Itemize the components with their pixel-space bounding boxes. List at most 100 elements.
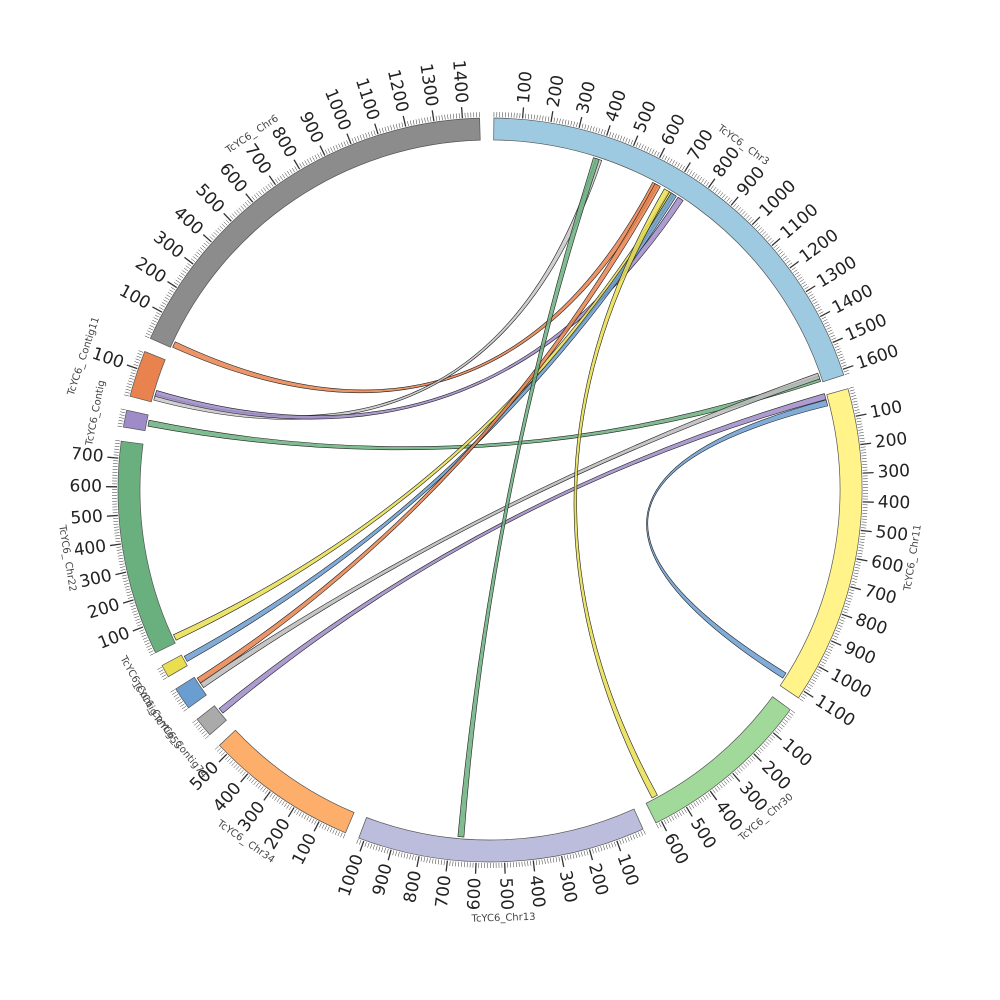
minor-tick	[140, 632, 146, 635]
minor-tick	[403, 853, 406, 859]
minor-tick	[132, 610, 138, 613]
minor-tick	[852, 400, 858, 403]
minor-tick	[221, 223, 226, 228]
tick-label: 100	[116, 281, 154, 314]
minor-tick	[398, 123, 401, 129]
minor-tick	[849, 389, 855, 392]
minor-tick	[831, 337, 837, 341]
minor-tick	[236, 209, 240, 214]
minor-tick	[274, 178, 279, 184]
minor-tick	[771, 734, 776, 739]
minor-tick	[758, 227, 763, 232]
major-tick	[753, 753, 762, 763]
major-tick	[860, 442, 872, 446]
minor-tick	[641, 144, 644, 150]
minor-tick	[691, 803, 695, 809]
minor-tick	[678, 811, 682, 816]
minor-tick	[719, 783, 723, 789]
minor-tick	[213, 231, 218, 236]
major-tick	[445, 860, 449, 872]
tick-label: 1000	[320, 86, 355, 134]
minor-tick	[231, 762, 236, 767]
minor-tick	[679, 164, 683, 169]
minor-tick	[787, 714, 792, 719]
minor-tick	[387, 126, 390, 131]
minor-tick	[733, 203, 737, 208]
minor-tick	[122, 577, 128, 580]
minor-tick	[845, 603, 851, 606]
minor-tick	[311, 818, 315, 824]
minor-tick	[654, 150, 657, 156]
minor-tick	[169, 289, 174, 293]
minor-tick	[804, 286, 809, 290]
minor-tick	[826, 327, 832, 330]
minor-tick	[617, 134, 620, 140]
minor-tick	[225, 219, 230, 224]
minor-tick	[118, 557, 124, 560]
minor-tick	[698, 799, 702, 804]
minor-tick	[773, 244, 778, 249]
minor-tick	[301, 161, 305, 167]
minor-tick	[131, 607, 137, 610]
minor-tick	[592, 848, 594, 854]
minor-tick	[791, 267, 796, 271]
minor-tick	[410, 120, 412, 126]
major-tick	[245, 193, 254, 203]
minor-tick	[767, 739, 772, 743]
minor-tick	[812, 676, 818, 680]
minor-tick	[852, 575, 858, 578]
minor-tick	[284, 172, 288, 177]
minor-tick	[838, 622, 844, 625]
major-tick	[805, 285, 816, 293]
minor-tick	[247, 200, 251, 205]
minor-tick	[407, 121, 409, 127]
minor-tick	[854, 567, 860, 569]
minor-tick	[121, 574, 127, 577]
minor-tick	[853, 403, 859, 406]
minor-tick	[327, 826, 330, 832]
minor-tick	[303, 814, 307, 820]
tick-label: 500	[495, 877, 516, 910]
minor-tick	[134, 361, 140, 364]
minor-tick	[309, 157, 313, 163]
tick-label: 200	[131, 253, 169, 287]
minor-tick	[124, 394, 130, 397]
tick-label: 400	[209, 779, 245, 817]
link-ribbon	[172, 181, 659, 394]
chromosome-band	[218, 729, 355, 834]
chromosome-band	[175, 676, 207, 709]
tick-label: 900	[733, 163, 769, 201]
minor-tick	[381, 847, 384, 853]
minor-tick	[681, 165, 685, 171]
minor-tick	[424, 117, 426, 123]
minor-tick	[855, 412, 861, 414]
minor-tick	[383, 848, 386, 853]
minor-tick	[180, 272, 185, 276]
minor-tick	[853, 406, 859, 409]
minor-tick	[663, 819, 667, 825]
minor-tick	[846, 600, 852, 603]
minor-tick	[745, 214, 750, 219]
tick-label: 600	[69, 476, 102, 496]
minor-tick	[170, 689, 175, 693]
minor-tick	[854, 569, 860, 572]
minor-tick	[828, 332, 834, 335]
minor-tick	[269, 792, 273, 798]
minor-tick	[199, 247, 205, 251]
minor-tick	[730, 774, 734, 780]
minor-tick	[790, 710, 796, 714]
chromosomes-layer	[117, 117, 863, 863]
minor-tick	[225, 756, 229, 760]
minor-tick	[553, 117, 555, 123]
minor-tick	[238, 207, 243, 212]
minor-tick	[611, 842, 614, 848]
minor-tick	[619, 839, 622, 845]
minor-tick	[157, 667, 162, 670]
minor-tick	[147, 647, 153, 651]
minor-tick	[175, 279, 181, 283]
minor-tick	[580, 851, 583, 857]
minor-tick	[117, 555, 123, 557]
minor-tick	[332, 828, 335, 834]
minor-tick	[622, 136, 625, 142]
tick-label: 700	[432, 874, 456, 909]
